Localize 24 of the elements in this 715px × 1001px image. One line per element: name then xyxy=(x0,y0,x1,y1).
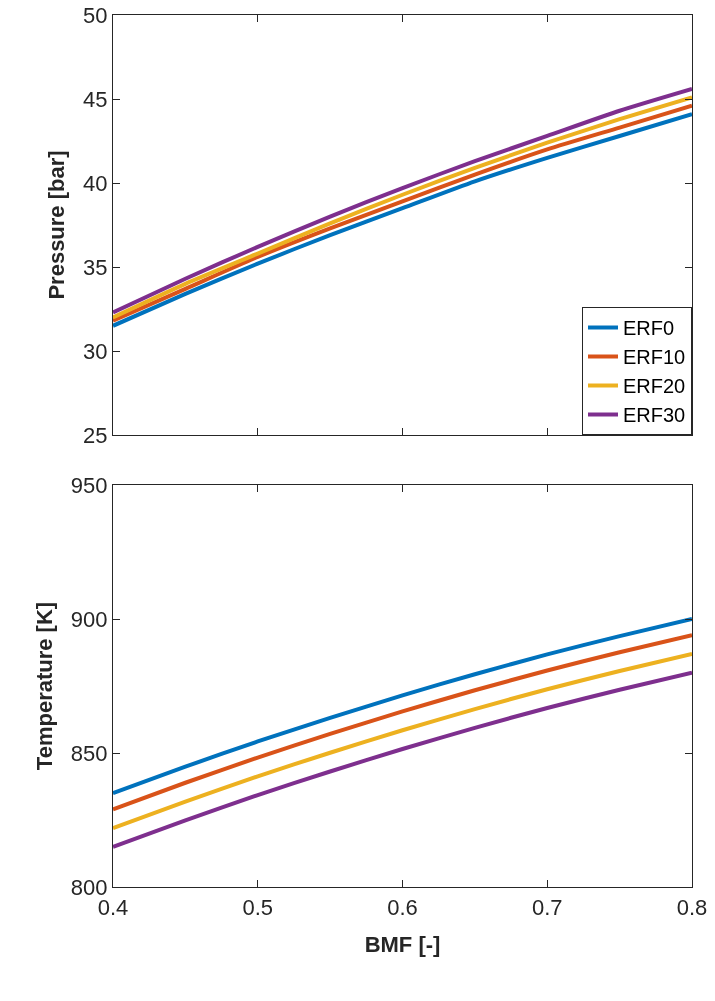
line-series xyxy=(113,670,692,849)
line-series xyxy=(113,633,692,812)
x-tick-label: 0.8 xyxy=(676,894,708,920)
x-tick-label: 0.6 xyxy=(387,894,418,920)
y-tick-label: 35 xyxy=(82,254,108,280)
y-tick-label: 950 xyxy=(70,472,108,498)
y-tick-label: 50 xyxy=(82,2,108,28)
line-series xyxy=(113,651,692,831)
line-series xyxy=(113,617,692,796)
legend-label: ERF10 xyxy=(623,346,686,369)
y-tick-label: 25 xyxy=(82,422,108,448)
legend-label: ERF20 xyxy=(623,375,686,398)
y-tick-label: 45 xyxy=(82,86,108,112)
legend-label: ERF30 xyxy=(623,404,686,427)
x-tick-label: 0.5 xyxy=(242,894,274,920)
y-tick-label: 900 xyxy=(70,606,108,632)
legend-label: ERF0 xyxy=(623,317,675,340)
y-axis-title: Pressure [bar] xyxy=(43,150,69,300)
y-axis-title: Temperature [K] xyxy=(31,601,57,771)
x-axis-title: BMF [-] xyxy=(364,932,441,958)
y-tick-label: 30 xyxy=(82,338,108,364)
y-tick-label: 850 xyxy=(70,740,108,766)
x-tick-label: 0.7 xyxy=(531,894,563,920)
y-tick-label: 40 xyxy=(82,170,108,196)
